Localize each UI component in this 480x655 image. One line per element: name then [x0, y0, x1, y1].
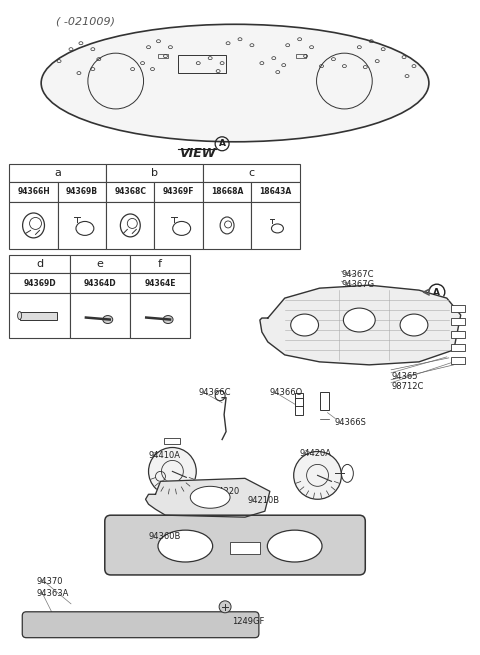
Ellipse shape: [41, 24, 429, 141]
Text: 94364E: 94364E: [144, 278, 176, 288]
Circle shape: [294, 451, 341, 499]
Text: A: A: [218, 140, 226, 148]
Text: 94370: 94370: [36, 577, 63, 586]
Text: 1249GF: 1249GF: [232, 617, 264, 626]
Ellipse shape: [267, 530, 322, 562]
Bar: [251, 181, 300, 202]
Text: 94366H: 94366H: [17, 187, 50, 196]
Text: 94363A: 94363A: [36, 589, 69, 598]
Bar: [58, 202, 106, 250]
Ellipse shape: [400, 314, 428, 336]
Ellipse shape: [291, 314, 319, 336]
Text: d: d: [36, 259, 43, 269]
Bar: [130, 273, 190, 293]
Text: f: f: [158, 259, 162, 269]
Ellipse shape: [190, 486, 230, 508]
Bar: [451, 357, 465, 364]
Bar: [155, 202, 203, 250]
Bar: [203, 181, 251, 202]
Text: 94366S: 94366S: [335, 418, 366, 426]
Ellipse shape: [343, 308, 375, 332]
Text: 18668A: 18668A: [211, 187, 243, 196]
Text: 94360B: 94360B: [148, 532, 181, 541]
Text: 94420A: 94420A: [300, 449, 332, 458]
Bar: [451, 331, 465, 338]
Text: 94366C: 94366C: [198, 388, 231, 397]
Polygon shape: [145, 478, 270, 517]
Bar: [130, 293, 190, 338]
Text: a: a: [54, 168, 61, 178]
Text: ( -021009): ( -021009): [56, 16, 115, 26]
Bar: [70, 255, 130, 273]
Ellipse shape: [103, 316, 113, 324]
Text: c: c: [248, 168, 254, 178]
Text: VIEW: VIEW: [179, 147, 216, 160]
Bar: [451, 318, 465, 325]
Text: 94366O: 94366O: [270, 388, 303, 397]
Bar: [451, 305, 465, 312]
Text: 98712C: 98712C: [391, 382, 423, 391]
Bar: [9, 293, 70, 338]
Ellipse shape: [158, 530, 213, 562]
Text: b: b: [151, 168, 158, 178]
Bar: [165, 438, 180, 443]
Bar: [158, 54, 168, 58]
Bar: [251, 202, 300, 250]
Text: e: e: [96, 259, 103, 269]
Text: 94367C: 94367C: [341, 271, 374, 279]
FancyBboxPatch shape: [22, 612, 259, 638]
Bar: [296, 54, 306, 58]
Bar: [70, 273, 130, 293]
Bar: [20, 312, 58, 320]
Bar: [9, 202, 58, 250]
Bar: [230, 542, 260, 554]
Polygon shape: [260, 285, 461, 365]
Text: 94410A: 94410A: [148, 451, 180, 460]
Ellipse shape: [163, 316, 173, 324]
Text: 18643A: 18643A: [259, 187, 291, 196]
Ellipse shape: [18, 312, 22, 320]
Bar: [295, 393, 302, 415]
Circle shape: [219, 601, 231, 613]
Bar: [106, 202, 155, 250]
Text: 94365: 94365: [391, 372, 418, 381]
Text: 94210B: 94210B: [248, 496, 280, 505]
Bar: [58, 181, 106, 202]
Text: 94368C: 94368C: [114, 187, 146, 196]
Text: 94369B: 94369B: [66, 187, 98, 196]
Bar: [130, 255, 190, 273]
Bar: [295, 398, 302, 405]
Bar: [179, 55, 226, 73]
Text: 94369F: 94369F: [163, 187, 194, 196]
Bar: [320, 392, 329, 409]
Bar: [203, 164, 300, 181]
Bar: [203, 202, 251, 250]
Bar: [70, 293, 130, 338]
Circle shape: [148, 447, 196, 495]
Text: 94369D: 94369D: [23, 278, 56, 288]
Text: 94364D: 94364D: [84, 278, 116, 288]
Bar: [9, 273, 70, 293]
Bar: [9, 181, 58, 202]
Text: 94367G: 94367G: [341, 280, 374, 290]
Bar: [9, 164, 106, 181]
Bar: [106, 164, 203, 181]
FancyBboxPatch shape: [105, 515, 365, 575]
Bar: [155, 181, 203, 202]
Bar: [106, 181, 155, 202]
Bar: [9, 255, 70, 273]
Bar: [451, 344, 465, 351]
Text: A: A: [433, 288, 440, 297]
Text: 94220: 94220: [213, 487, 240, 496]
